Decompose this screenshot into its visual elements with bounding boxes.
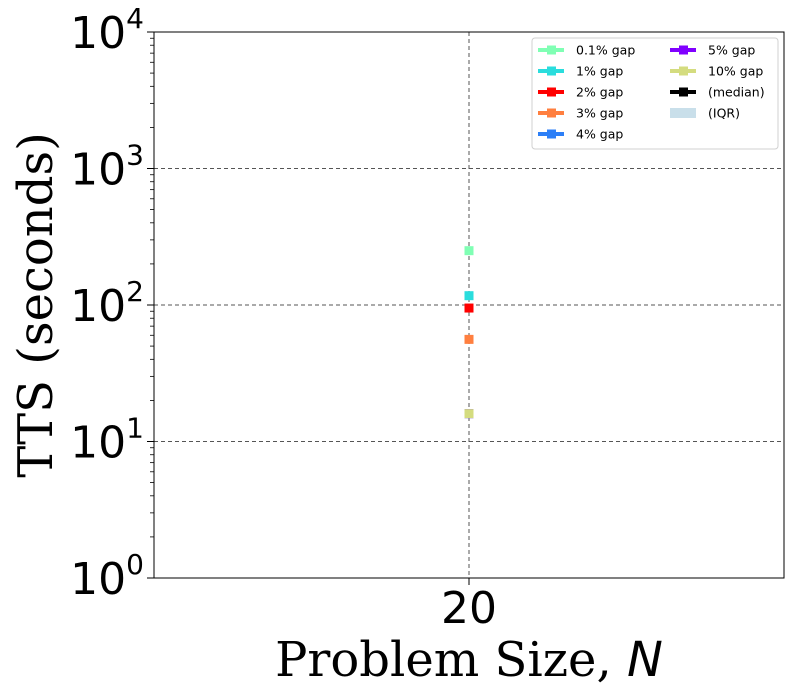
legend-label: 10% gap (708, 64, 763, 79)
legend-label: 3% gap (576, 106, 623, 121)
legend-marker (679, 87, 688, 97)
legend-marker (547, 45, 556, 55)
x-axis-label-variable: N (627, 632, 663, 688)
legend-marker (547, 129, 556, 139)
legend-marker (679, 66, 688, 76)
legend-label: 5% gap (708, 43, 755, 58)
grid-lines (154, 32, 784, 578)
legend-marker (547, 66, 556, 76)
data-point (464, 334, 474, 344)
legend-marker (547, 87, 556, 97)
y-tick-exponent: 0 (126, 548, 144, 581)
y-tick-label: 102 (70, 275, 144, 332)
legend-label: 1% gap (576, 64, 623, 79)
legend-label: 2% gap (576, 85, 623, 100)
data-point (464, 303, 474, 313)
legend-marker (679, 45, 688, 55)
x-axis-label: Problem Size, N (275, 632, 663, 688)
legend: 0.1% gap 1% gap 2% gap 3% gap 4% gap 5% gap 10… (531, 37, 779, 150)
data-point (464, 409, 474, 419)
data-points (464, 246, 474, 419)
legend-marker (547, 108, 556, 118)
y-tick-exponent: 1 (126, 412, 144, 445)
y-tick-base: 10 (70, 554, 126, 605)
legend-frame (531, 37, 779, 150)
x-axis-label-prefix: Problem Size, (275, 632, 627, 688)
y-tick-base: 10 (70, 145, 126, 196)
data-point (464, 291, 474, 301)
y-tick-base: 10 (70, 281, 126, 332)
x-tick-label: 20 (441, 583, 497, 634)
legend-label: (median) (708, 85, 765, 100)
legend-swatch (670, 108, 696, 118)
legend-label: 4% gap (576, 127, 623, 142)
y-tick-exponent: 2 (126, 275, 144, 308)
y-tick-label: 104 (70, 2, 144, 59)
legend-label: 0.1% gap (576, 43, 635, 58)
data-point (464, 246, 474, 256)
legend-label: (IQR) (708, 106, 740, 121)
y-tick-base: 10 (70, 8, 126, 59)
y-tick-exponent: 3 (126, 139, 144, 172)
y-tick-label: 103 (70, 139, 144, 196)
y-tick-label: 100 (70, 548, 144, 605)
y-axis-label: TTS (seconds) (8, 132, 64, 478)
y-tick-label: 101 (70, 412, 144, 469)
y-tick-base: 10 (70, 418, 126, 469)
y-tick-exponent: 4 (126, 2, 144, 35)
